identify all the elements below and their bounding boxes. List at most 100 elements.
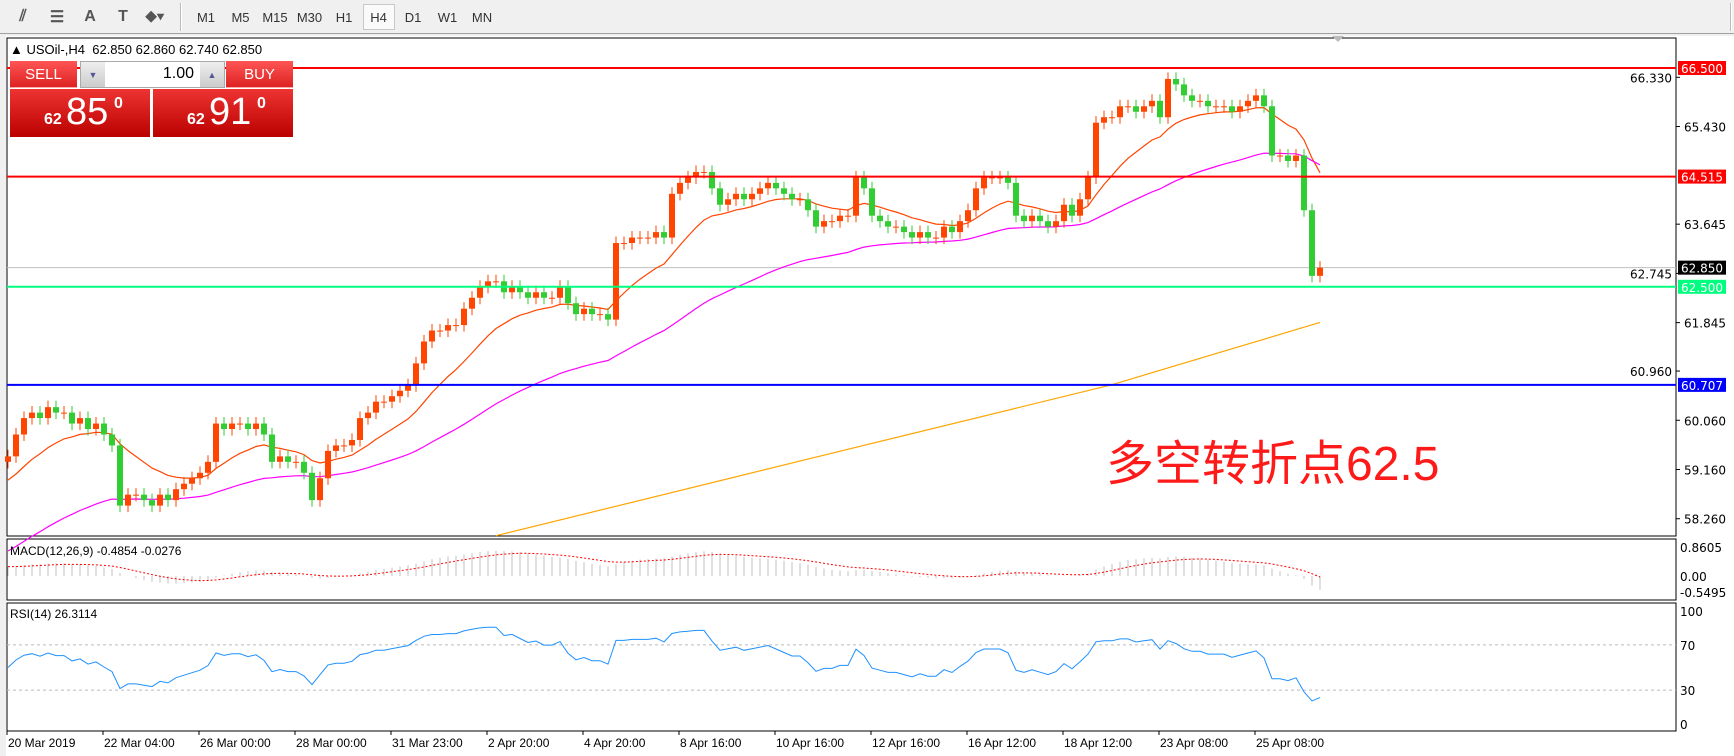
candle-body: [541, 292, 547, 298]
candle-body: [741, 193, 747, 200]
timeframe-m5[interactable]: M5: [231, 9, 250, 25]
candle-body: [973, 188, 979, 211]
candle-body: [709, 171, 715, 189]
level-label-bg: [1678, 61, 1726, 75]
price-tick-label: 66.330: [1630, 71, 1672, 85]
candle-body: [877, 215, 883, 222]
chart-window[interactable]: [6, 36, 1734, 756]
timeframe-m1[interactable]: M1: [196, 9, 216, 25]
candle-body: [405, 385, 411, 391]
candle-body: [669, 193, 675, 238]
time-label: 22 Mar 04:00: [104, 736, 175, 750]
timeframe-h1[interactable]: H1: [335, 9, 353, 25]
candle-body: [437, 330, 443, 332]
candle-body: [477, 286, 483, 298]
buy-button[interactable]: BUY: [226, 61, 293, 88]
candle-body: [677, 182, 683, 194]
candle-body: [1005, 177, 1011, 183]
lot-size-input[interactable]: 1.00: [162, 65, 194, 82]
buy-price[interactable]: 62 91 0: [153, 89, 293, 137]
sell-button[interactable]: SELL: [10, 61, 77, 88]
level-label: 66.500: [1681, 62, 1723, 76]
candle-body: [533, 292, 539, 298]
candle-body: [141, 494, 147, 501]
fibonacci-icon[interactable]: ☰: [49, 9, 65, 26]
macd-pane: [6, 538, 1677, 601]
candle-body: [1301, 155, 1307, 211]
candle-body: [285, 456, 291, 462]
macd-tick-label: 0.00: [1680, 570, 1707, 584]
candle-body: [269, 434, 275, 462]
time-label: 12 Apr 16:00: [872, 736, 940, 750]
candle-body: [933, 237, 939, 239]
candle-body: [1069, 204, 1075, 216]
candle-body: [981, 177, 987, 189]
time-label: 25 Apr 08:00: [1256, 736, 1324, 750]
sell-label: SELL: [25, 65, 62, 83]
increase-lot-button[interactable]: ▲: [200, 62, 224, 87]
candle-body: [509, 286, 515, 293]
candle-body: [653, 232, 659, 238]
candle-body: [845, 215, 851, 217]
candle-body: [1021, 215, 1027, 222]
timeframe-h4[interactable]: H4: [362, 4, 395, 30]
candle-body: [701, 171, 707, 173]
candle-body: [573, 303, 579, 315]
candle-body: [1077, 199, 1083, 216]
arrows-icon[interactable]: ⬥▾: [145, 8, 165, 25]
lot-size-spinner[interactable]: ▼ 1.00 ▲: [80, 61, 225, 88]
text-label-icon[interactable]: T: [118, 8, 128, 25]
candle-body: [173, 489, 179, 501]
annotation-text: 多空转折点62.5: [1106, 438, 1440, 491]
macd-label: MACD(12,26,9) -0.4854 -0.0276: [10, 544, 182, 558]
candle-body: [69, 412, 75, 424]
candle-body: [565, 286, 571, 304]
candle-body: [693, 171, 699, 178]
timeframe-m30[interactable]: M30: [296, 9, 323, 25]
toolbar-separator: [180, 3, 182, 31]
candle-body: [181, 483, 187, 490]
candle-body: [213, 423, 219, 462]
chart-title: ▲ USOil-,H4 62.850 62.860 62.740 62.850: [10, 42, 263, 57]
candle-body: [925, 232, 931, 238]
candle-body: [1093, 122, 1099, 178]
time-label: 26 Mar 00:00: [200, 736, 271, 750]
candle-body: [1085, 177, 1091, 200]
timeframe-w1[interactable]: W1: [437, 9, 458, 25]
candle-body: [581, 308, 587, 315]
candle-body: [221, 423, 227, 430]
candle-body: [629, 237, 635, 244]
rsi-label: RSI(14) 26.3114: [10, 607, 97, 621]
time-label: 31 Mar 23:00: [392, 736, 463, 750]
time-label: 10 Apr 16:00: [776, 736, 844, 750]
candle-body: [1117, 106, 1123, 118]
candle-body: [1053, 221, 1059, 227]
candle-body: [733, 193, 739, 200]
candle-body: [389, 396, 395, 402]
timeframe-mn[interactable]: MN: [471, 9, 493, 25]
candle-body: [1277, 155, 1283, 157]
candle-body: [1045, 221, 1051, 227]
decrease-lot-button[interactable]: ▼: [81, 62, 105, 87]
price-tick-label: 65.430: [1684, 121, 1726, 135]
candle-body: [557, 286, 563, 298]
candle-body: [805, 199, 811, 211]
time-label: 20 Mar 2019: [8, 736, 76, 750]
candle-body: [461, 308, 467, 326]
time-label: 16 Apr 12:00: [968, 736, 1036, 750]
candle-body: [1157, 100, 1163, 118]
text-icon[interactable]: A: [84, 8, 96, 25]
sell-price[interactable]: 62 85 0: [10, 89, 150, 137]
candle-body: [613, 243, 619, 320]
candle-body: [1253, 95, 1259, 101]
equidistant-channel-icon[interactable]: ⫽: [19, 8, 27, 25]
rsi-tick-label: 70: [1680, 639, 1695, 653]
candle-body: [317, 478, 323, 501]
timeframe-d1[interactable]: D1: [404, 9, 422, 25]
candle-body: [861, 177, 867, 189]
timeframe-m15[interactable]: M15: [262, 9, 288, 25]
macd-signal-line: [8, 552, 1321, 582]
candle-body: [1101, 117, 1107, 123]
candle-body: [749, 193, 755, 200]
